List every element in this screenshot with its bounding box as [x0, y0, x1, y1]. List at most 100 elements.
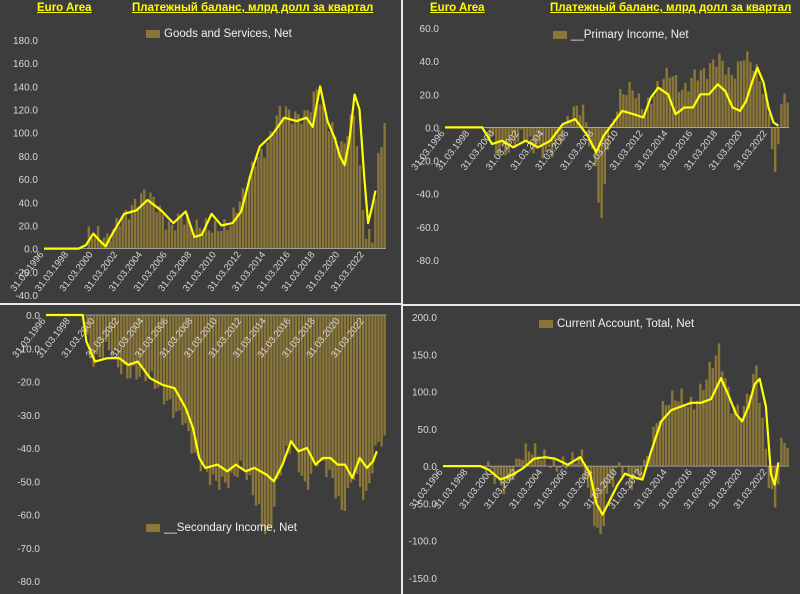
data-bar — [374, 315, 377, 446]
data-bar — [250, 161, 254, 249]
data-bar — [284, 106, 288, 249]
data-bar — [361, 315, 365, 500]
data-bar — [368, 315, 371, 484]
data-bar — [107, 315, 111, 351]
y-tick-label: 0.0 — [26, 311, 40, 322]
data-bar — [377, 315, 380, 443]
data-bar — [162, 315, 166, 405]
data-bar — [300, 315, 304, 476]
right-chart-heading: Платежный баланс, млрд долл за квартал — [550, 2, 792, 14]
data-bar — [316, 315, 319, 467]
data-bar — [123, 315, 126, 365]
data-bar — [230, 315, 233, 473]
y-tick-label: -40.0 — [416, 190, 439, 201]
data-bar — [224, 315, 227, 483]
data-bar — [238, 201, 242, 249]
data-bar — [124, 209, 128, 249]
data-bar — [278, 105, 282, 249]
data-bar — [584, 122, 588, 128]
data-bar — [115, 217, 118, 249]
data-bar — [580, 449, 584, 467]
data-bar — [662, 78, 665, 128]
data-bar — [365, 315, 368, 491]
data-bar — [130, 205, 134, 249]
data-bar — [761, 93, 765, 128]
data-bar — [192, 235, 195, 249]
primary-income-chart: -80.0 -60.0 -40.0 -20.0 0.0 20.0 40.0 60.0 31.03… — [403, 18, 800, 303]
data-bar — [758, 81, 761, 128]
data-bar — [306, 315, 310, 490]
data-bar — [485, 127, 489, 129]
data-bar — [325, 315, 328, 478]
data-bar — [173, 230, 177, 249]
data-bar — [665, 67, 668, 128]
data-bar — [374, 199, 377, 249]
data-bar — [510, 127, 513, 141]
data-bar — [202, 315, 206, 464]
data-bar — [276, 315, 279, 479]
data-bar — [272, 135, 275, 249]
legend-label: Current Account, Total, Net — [557, 318, 695, 330]
data-bar — [516, 127, 520, 142]
data-bar — [324, 116, 328, 249]
data-bar — [540, 459, 543, 467]
data-bar — [656, 81, 659, 128]
data-bar — [755, 64, 758, 128]
data-bar — [201, 230, 205, 249]
data-bar — [565, 466, 568, 469]
data-bar — [712, 59, 715, 128]
data-bar — [120, 315, 123, 375]
data-bar — [758, 402, 761, 467]
data-bar — [752, 70, 755, 128]
data-bar — [244, 191, 248, 249]
data-bar — [730, 413, 733, 467]
data-bar — [705, 78, 709, 128]
data-bar — [269, 131, 272, 249]
data-bar — [549, 466, 552, 469]
data-bar — [152, 196, 155, 249]
data-bar — [334, 315, 337, 499]
data-bar — [257, 315, 261, 505]
data-bar — [331, 315, 334, 479]
right-region-title: Euro Area — [430, 2, 485, 14]
data-bar — [659, 87, 662, 128]
data-bar — [718, 53, 721, 128]
data-bar — [205, 315, 209, 472]
data-bar — [294, 315, 297, 447]
data-bar — [547, 127, 551, 148]
data-bar — [646, 97, 650, 128]
data-bar — [674, 75, 678, 128]
data-bar — [211, 315, 215, 475]
y-tick-label: 60.0 — [420, 24, 440, 35]
data-bar — [208, 315, 212, 486]
y-tick-label: 140.0 — [13, 82, 38, 93]
data-bar — [655, 422, 658, 467]
data-bar — [352, 315, 356, 480]
data-bar — [260, 315, 264, 527]
data-bar — [541, 127, 544, 159]
data-bar — [507, 127, 510, 153]
data-bar — [176, 213, 180, 249]
data-bar — [708, 63, 712, 128]
data-bar — [575, 105, 579, 128]
data-bar — [95, 315, 98, 355]
data-bar — [689, 396, 693, 467]
y-tick-label: 60.0 — [19, 175, 39, 186]
data-bar — [368, 229, 371, 249]
data-bar — [639, 466, 643, 480]
horizontal-divider-right — [401, 304, 800, 306]
data-bar — [199, 315, 203, 472]
data-bar — [187, 315, 190, 432]
data-bar — [550, 127, 554, 158]
y-tick-label: 40.0 — [420, 57, 440, 68]
chart-svg: -80.0 -70.0 -60.0 -50.0 -40.0 -30.0 -20.0 -10.0… — [10, 311, 386, 588]
data-bar — [690, 78, 693, 128]
y-tick-label: -80.0 — [17, 577, 40, 588]
data-bar — [159, 315, 163, 386]
data-bar — [288, 315, 291, 454]
data-bar — [349, 315, 353, 483]
data-bar — [526, 127, 529, 141]
data-bar — [563, 124, 566, 128]
legend-label: __Primary Income, Net — [571, 29, 689, 41]
data-bar — [352, 115, 356, 249]
